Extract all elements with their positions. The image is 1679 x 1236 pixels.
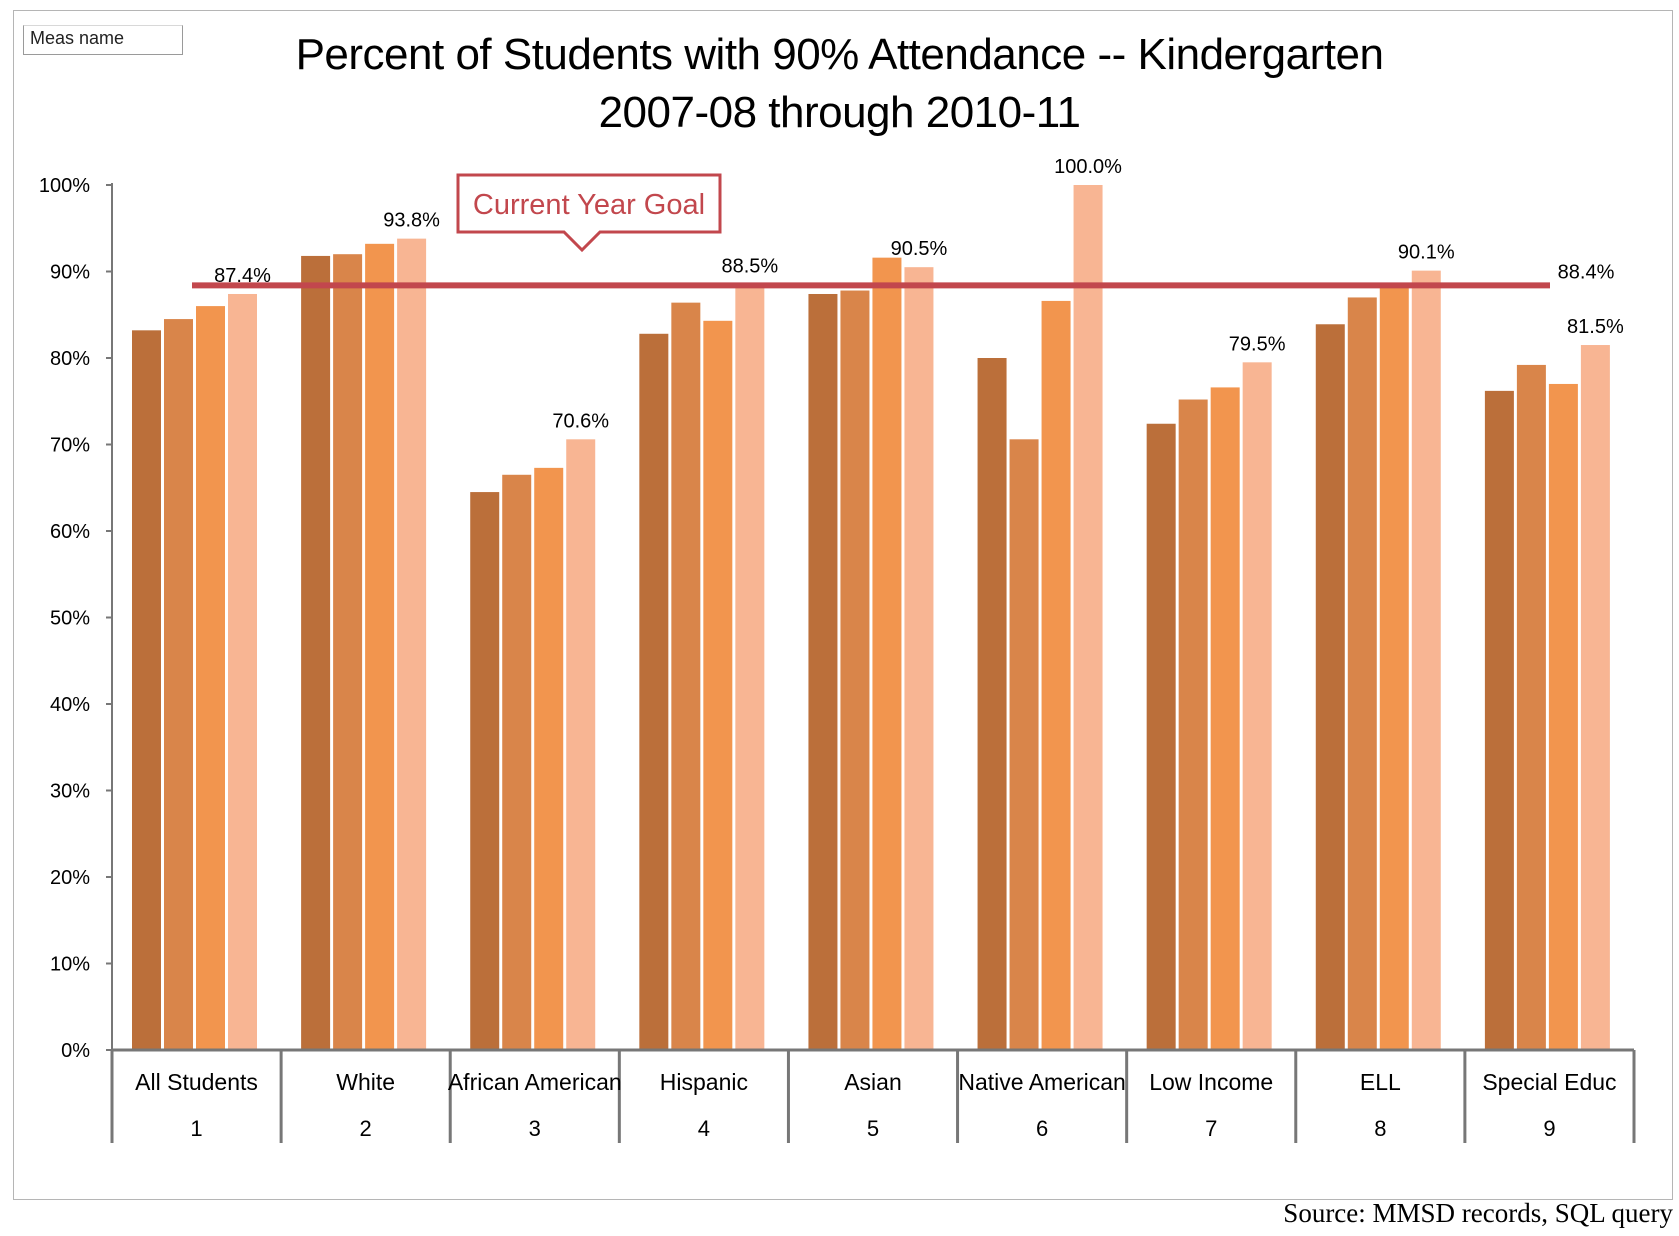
- goal-value-label: 88.4%: [1558, 261, 1615, 283]
- data-label: 90.1%: [1398, 242, 1455, 264]
- bar-2-series-3: [365, 243, 395, 1050]
- category-number: 7: [1205, 1116, 1217, 1141]
- y-tick-label: 0%: [61, 1040, 90, 1062]
- bar-7-series-4: [1242, 362, 1272, 1050]
- data-label: 81.5%: [1567, 316, 1624, 338]
- category-label: Special Educ: [1482, 1069, 1616, 1095]
- y-tick-label: 50%: [50, 608, 90, 630]
- bar-5-series-1: [808, 293, 838, 1050]
- y-tick-label: 30%: [50, 781, 90, 803]
- y-tick-label: 40%: [50, 694, 90, 716]
- bar-9-series-3: [1548, 383, 1578, 1050]
- bar-8-series-2: [1347, 297, 1377, 1050]
- bar-7-series-1: [1146, 423, 1176, 1050]
- y-tick-label: 100%: [39, 175, 90, 197]
- bar-2-series-2: [333, 254, 363, 1050]
- data-label: 88.5%: [721, 255, 778, 277]
- chart-title-line1: Percent of Students with 90% Attendance …: [295, 30, 1384, 79]
- category-label: ELL: [1360, 1069, 1401, 1095]
- goal-line-group: 88.4% Current Year Goal: [192, 173, 1615, 289]
- category-label: Asian: [844, 1069, 902, 1095]
- bar-4-series-4: [735, 284, 765, 1051]
- category-label: Native American: [958, 1069, 1125, 1095]
- bar-5-series-3: [872, 257, 902, 1050]
- bar-9-series-1: [1484, 390, 1514, 1050]
- bar-6-series-2: [1009, 439, 1039, 1050]
- chart-title-line2: 2007-08 through 2010-11: [598, 88, 1081, 137]
- bar-9-series-4: [1580, 345, 1610, 1050]
- category-number: 1: [190, 1116, 202, 1141]
- y-tick-label: 80%: [50, 348, 90, 370]
- data-label: 70.6%: [552, 410, 609, 432]
- bar-6-series-3: [1041, 300, 1071, 1050]
- bar-9-series-2: [1516, 364, 1546, 1050]
- bar-8-series-1: [1315, 324, 1345, 1050]
- data-labels: 87.4% 93.8% 70.6% 88.5% 90.5% 100.0% 79.5% 90.1…: [214, 156, 1624, 432]
- bar-7-series-2: [1178, 399, 1208, 1050]
- source-note: Source: MMSD records, SQL query: [1283, 1198, 1673, 1228]
- bar-6-series-4: [1073, 185, 1103, 1050]
- category-number: 9: [1543, 1116, 1555, 1141]
- y-tick-label: 60%: [50, 521, 90, 543]
- category-number: 8: [1374, 1116, 1386, 1141]
- category-number: 3: [529, 1116, 541, 1141]
- bar-1-series-1: [132, 330, 161, 1050]
- y-tick-label: 90%: [50, 262, 90, 284]
- data-label: 100.0%: [1054, 156, 1122, 178]
- chart-title: Percent of Students with 90% Attendance …: [0, 26, 1679, 142]
- y-tick-label: 70%: [50, 435, 90, 457]
- bar-4-series-3: [703, 320, 733, 1050]
- category-label: Hispanic: [660, 1069, 748, 1095]
- bar-7-series-3: [1210, 387, 1240, 1050]
- x-axis: All Students 1 White 2 African American 3 Hisp…: [110, 1048, 1636, 1143]
- data-label: 93.8%: [383, 210, 440, 232]
- data-label: 90.5%: [891, 238, 948, 260]
- bar-6-series-1: [977, 358, 1007, 1050]
- y-tick-label: 20%: [50, 867, 90, 889]
- bar-1-series-3: [196, 306, 225, 1051]
- category-number: 4: [698, 1116, 710, 1141]
- meas-name-field[interactable]: Meas name: [23, 25, 183, 55]
- bar-8-series-4: [1411, 270, 1441, 1050]
- data-label: 79.5%: [1229, 333, 1286, 355]
- bar-3-series-4: [566, 439, 596, 1050]
- category-number: 2: [360, 1116, 372, 1141]
- bar-3-series-2: [502, 474, 532, 1050]
- category-label: Low Income: [1149, 1069, 1273, 1095]
- y-tick-label: 10%: [50, 954, 90, 976]
- bars: [132, 185, 1610, 1051]
- bar-3-series-3: [534, 467, 564, 1051]
- bar-1-series-2: [164, 319, 193, 1050]
- bar-4-series-1: [639, 333, 669, 1050]
- bar-5-series-2: [840, 290, 870, 1050]
- data-label: 87.4%: [214, 265, 271, 287]
- goal-callout-box: [456, 173, 722, 253]
- bar-4-series-2: [671, 302, 701, 1050]
- bar-8-series-3: [1379, 284, 1409, 1051]
- y-axis: 0% 10% 20% 30% 40% 50% 60% 70% 80% 90% 100%: [39, 175, 113, 1062]
- bar-3-series-1: [470, 492, 500, 1050]
- bar-5-series-4: [904, 267, 934, 1050]
- goal-callout-text: Current Year Goal: [473, 189, 705, 221]
- category-number: 6: [1036, 1116, 1048, 1141]
- category-number: 5: [867, 1116, 879, 1141]
- bar-2-series-4: [397, 238, 427, 1050]
- bar-1-series-4: [228, 293, 257, 1050]
- category-label: White: [336, 1069, 395, 1095]
- category-label: African American: [448, 1069, 622, 1095]
- bar-2-series-1: [301, 255, 331, 1050]
- category-label: All Students: [135, 1069, 258, 1095]
